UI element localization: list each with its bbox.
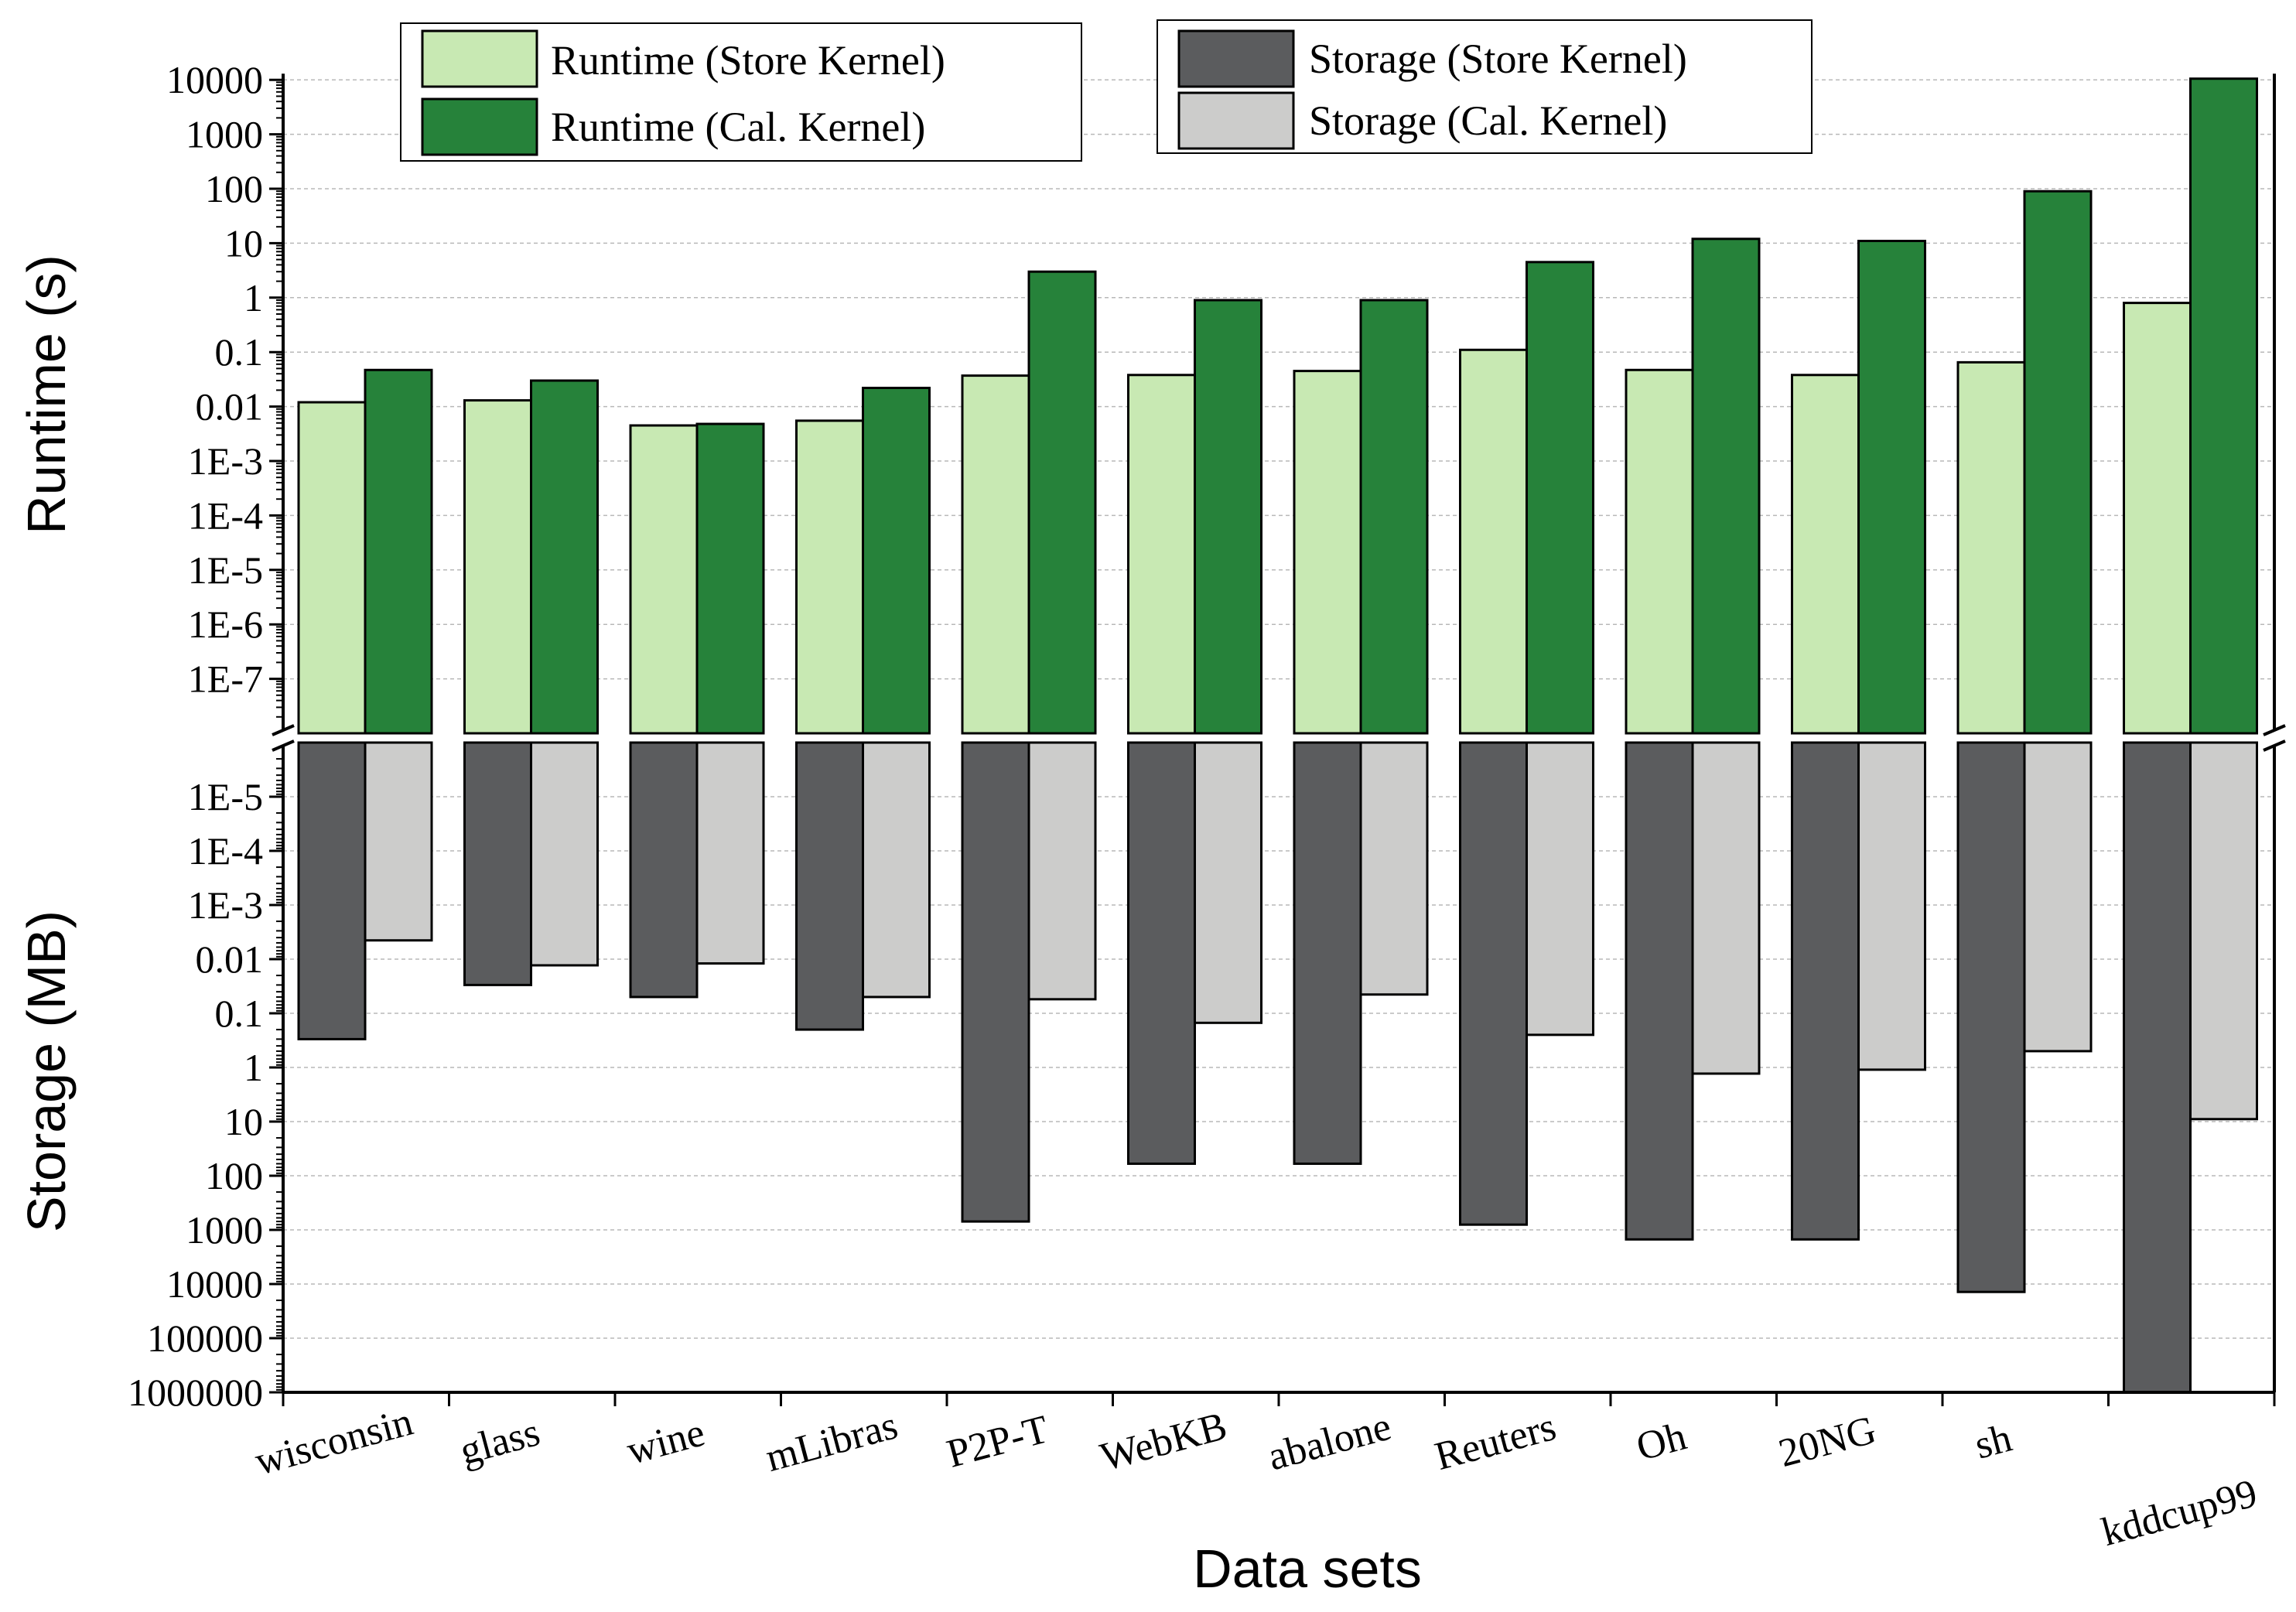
bar-runtime-cal-Oh [1691, 237, 1761, 735]
bar-runtime-store-P2P-T [961, 374, 1030, 735]
y-tick-label-runtime: 1E-7 [188, 657, 263, 701]
bar-runtime-store-20NG [1791, 374, 1860, 735]
bar-storage-store-Oh [1625, 741, 1694, 1241]
y-tick-label-storage: 1 [244, 1046, 263, 1089]
bar-storage-cal-WebKB [1194, 741, 1262, 1024]
bar-runtime-cal-mLibras [862, 386, 931, 735]
y-tick-label-storage: 100000 [147, 1317, 263, 1360]
bar-storage-store-abalone [1293, 741, 1362, 1165]
bar-storage-cal-wine [695, 741, 765, 965]
bars [297, 77, 2258, 1394]
legend-swatch-storage-cal [1177, 91, 1295, 150]
bar-storage-cal-kddcup99 [2189, 741, 2258, 1121]
y-tick-labels: 10000 1000 100 10 1 0.1 0.01 1E-3 1E-4 1E-5 1E-6 1E… [128, 58, 263, 1414]
gridlines [283, 79, 2274, 1393]
bar-runtime-store-WebKB [1127, 374, 1196, 735]
bar-storage-store-sh [1956, 741, 2026, 1293]
axes [269, 73, 2286, 1406]
legend-label-runtime-store: Runtime (Store Kernel) [551, 37, 945, 84]
bar-storage-cal-mLibras [862, 741, 931, 999]
bar-runtime-cal-kddcup99 [2189, 77, 2258, 735]
legend-runtime: Runtime (Store Kernel) Runtime (Cal. Ker… [400, 22, 1082, 162]
bar-runtime-store-glass [463, 399, 532, 735]
y-tick-label-storage: 1E-5 [188, 775, 263, 818]
y-tick-label-runtime: 1E-6 [188, 603, 263, 646]
bar-runtime-cal-Reuters [1526, 261, 1594, 735]
bar-runtime-store-sh [1956, 360, 2026, 735]
y-tick-label-storage: 0.1 [215, 992, 264, 1035]
bar-storage-cal-wisconsin [364, 741, 433, 942]
y-tick-label-runtime: 100 [205, 167, 263, 210]
bar-runtime-store-wisconsin [297, 401, 367, 735]
bar-storage-cal-20NG [1857, 741, 1926, 1071]
bar-storage-store-WebKB [1127, 741, 1196, 1165]
bar-runtime-cal-glass [530, 379, 599, 735]
bar-runtime-store-wine [629, 424, 699, 735]
y-tick-label-storage: 100 [205, 1154, 263, 1197]
legend-label-storage-store: Storage (Store Kernel) [1309, 36, 1687, 82]
bar-storage-store-kddcup99 [2123, 741, 2192, 1394]
y-tick-label-runtime: 1 [244, 276, 263, 319]
bar-runtime-store-kddcup99 [2123, 302, 2192, 735]
bar-storage-cal-sh [2023, 741, 2093, 1053]
y-tick-label-storage: 0.01 [196, 937, 264, 981]
bar-runtime-store-Reuters [1459, 348, 1528, 735]
y-tick-label-runtime: 10 [224, 221, 263, 265]
bar-storage-store-glass [463, 741, 532, 986]
y-tick-label-storage: 1000 [186, 1208, 263, 1252]
legend-label-storage-cal: Storage (Cal. Kernel) [1309, 97, 1667, 144]
bar-runtime-cal-P2P-T [1027, 270, 1097, 735]
bar-storage-cal-glass [530, 741, 599, 967]
bar-storage-cal-Reuters [1526, 741, 1594, 1037]
y-tick-label-storage: 10000 [166, 1262, 263, 1306]
bar-runtime-cal-wisconsin [364, 368, 433, 735]
bar-runtime-cal-20NG [1857, 239, 1926, 735]
y-tick-label-runtime: 10000 [166, 58, 263, 101]
bar-runtime-cal-sh [2023, 190, 2093, 735]
bar-storage-cal-P2P-T [1027, 741, 1097, 1001]
axis-break-mark [2263, 739, 2286, 752]
legend-swatch-runtime-store [421, 29, 538, 88]
y-tick-label-storage: 1E-4 [188, 829, 263, 873]
y-tick-label-runtime: 1E-5 [188, 548, 263, 592]
x-axis-title: Data sets [1193, 1539, 1422, 1599]
bar-storage-store-wine [629, 741, 699, 999]
y-tick-label-runtime: 0.1 [215, 330, 264, 374]
y-tick-label-storage: 10 [224, 1100, 263, 1143]
y-tick-label-runtime: 1E-4 [188, 494, 263, 537]
bar-storage-store-P2P-T [961, 741, 1030, 1223]
runtime-axis-title: Runtime (s) [16, 254, 77, 534]
legend-swatch-runtime-cal [421, 97, 538, 156]
y-tick-label-runtime: 1E-3 [188, 439, 263, 483]
axis-break-mark [272, 724, 295, 736]
bar-storage-store-wisconsin [297, 741, 367, 1040]
bar-runtime-store-abalone [1293, 370, 1362, 735]
bar-runtime-cal-WebKB [1194, 299, 1262, 735]
legend-storage: Storage (Store Kernel) Storage (Cal. Ker… [1157, 19, 1813, 154]
legend-label-runtime-cal: Runtime (Cal. Kernel) [551, 104, 925, 150]
y-tick-label-runtime: 0.01 [196, 385, 264, 429]
bar-storage-cal-abalone [1359, 741, 1429, 996]
axis-break-mark [2263, 724, 2286, 736]
bar-runtime-store-mLibras [795, 419, 864, 735]
storage-axis-title: Storage (MB) [16, 910, 77, 1232]
bar-runtime-cal-wine [695, 422, 765, 735]
bar-runtime-cal-abalone [1359, 299, 1429, 735]
y-tick-label-storage: 1E-3 [188, 883, 263, 927]
bar-storage-cal-Oh [1691, 741, 1761, 1075]
legend-swatch-storage-store [1177, 29, 1295, 88]
axis-break-mark [272, 739, 295, 752]
y-tick-label-runtime: 1000 [186, 113, 263, 156]
bar-runtime-store-Oh [1625, 368, 1694, 735]
bar-storage-store-mLibras [795, 741, 864, 1031]
bar-storage-store-Reuters [1459, 741, 1528, 1226]
y-tick-label-storage: 1000000 [128, 1371, 263, 1414]
bar-storage-store-20NG [1791, 741, 1860, 1241]
